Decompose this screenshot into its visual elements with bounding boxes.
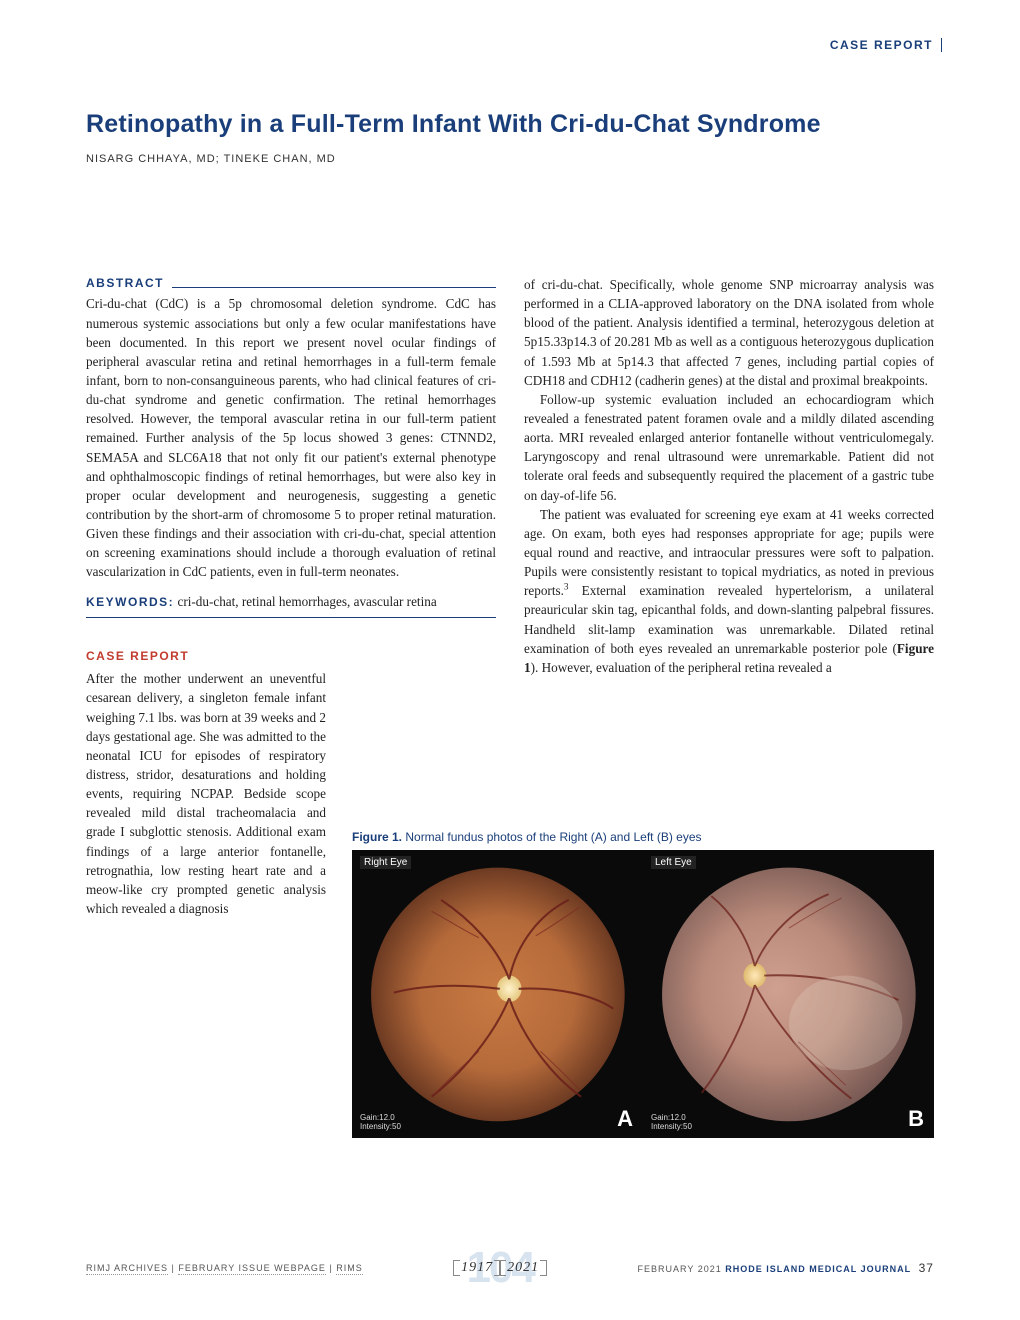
panel-a-eye-label: Right Eye bbox=[360, 856, 411, 869]
keywords-label: KEYWORDS: bbox=[86, 595, 174, 609]
footer-left: RIMJ ARCHIVES | FEBRUARY ISSUE WEBPAGE |… bbox=[86, 1263, 363, 1273]
right-col-p3b: External examination revealed hypertelor… bbox=[524, 583, 934, 655]
case-report-heading: CASE REPORT bbox=[86, 648, 496, 665]
figure-caption-text: Normal fundus photos of the Right (A) an… bbox=[402, 830, 701, 844]
case-report-text: After the mother underwent an uneventful… bbox=[86, 669, 326, 918]
abstract-text: Cri-du-chat (CdC) is a 5p chromosomal de… bbox=[86, 294, 496, 581]
footer-archives-link[interactable]: RIMJ ARCHIVES bbox=[86, 1263, 168, 1275]
right-col-para-2: Follow-up systemic evaluation included a… bbox=[524, 390, 934, 505]
panel-b-eye-label: Left Eye bbox=[651, 856, 696, 869]
abstract-rule bbox=[172, 287, 496, 288]
section-header-label: CASE REPORT bbox=[86, 38, 942, 52]
right-column: of cri-du-chat. Specifically, whole geno… bbox=[524, 275, 934, 918]
two-column-layout: ABSTRACT Cri-du-chat (CdC) is a 5p chrom… bbox=[86, 275, 934, 918]
figure-panel-b: Left Eye bbox=[643, 850, 934, 1138]
footer-years: 1917 2021 bbox=[457, 1260, 543, 1276]
footer-page-number: 37 bbox=[919, 1261, 934, 1275]
footer-issue-link[interactable]: FEBRUARY ISSUE WEBPAGE bbox=[178, 1263, 326, 1275]
footer-right: FEBRUARY 2021 RHODE ISLAND MEDICAL JOURN… bbox=[638, 1261, 934, 1275]
fundus-left-eye-svg bbox=[655, 862, 923, 1127]
footer-journal: RHODE ISLAND MEDICAL JOURNAL bbox=[725, 1264, 911, 1274]
footer-month: FEBRUARY 2021 bbox=[638, 1264, 722, 1274]
page-footer: RIMJ ARCHIVES | FEBRUARY ISSUE WEBPAGE |… bbox=[86, 1248, 934, 1288]
panel-b-gain-text: Gain:12.0Intensity:50 bbox=[651, 1113, 692, 1132]
right-col-para-1: of cri-du-chat. Specifically, whole geno… bbox=[524, 275, 934, 390]
footer-year-2021: 2021 bbox=[503, 1260, 543, 1276]
figure-caption: Figure 1. Normal fundus photos of the Ri… bbox=[352, 830, 934, 844]
figure-label: Figure 1. bbox=[352, 830, 402, 844]
right-col-para-3: The patient was evaluated for screening … bbox=[524, 505, 934, 677]
right-col-p3c: ). However, evaluation of the peripheral… bbox=[531, 660, 832, 675]
figure-block: Figure 1. Normal fundus photos of the Ri… bbox=[352, 830, 934, 1138]
footer-center-logo: 104 1917 2021 bbox=[440, 1248, 560, 1288]
figure-image: Right Eye bbox=[352, 850, 934, 1138]
left-column: ABSTRACT Cri-du-chat (CdC) is a 5p chrom… bbox=[86, 275, 496, 918]
footer-year-1917: 1917 bbox=[457, 1260, 497, 1276]
abstract-bottom-rule bbox=[86, 617, 496, 618]
figure-panel-a: Right Eye bbox=[352, 850, 643, 1138]
panel-b-letter: B bbox=[908, 1106, 924, 1132]
abstract-heading: ABSTRACT bbox=[86, 275, 164, 292]
panel-a-letter: A bbox=[617, 1106, 633, 1132]
keywords-text: cri-du-chat, retinal hemorrhages, avascu… bbox=[174, 594, 437, 609]
keywords-line: KEYWORDS: cri-du-chat, retinal hemorrhag… bbox=[86, 592, 496, 611]
article-title: Retinopathy in a Full-Term Infant With C… bbox=[86, 110, 934, 139]
footer-rims-link[interactable]: RIMS bbox=[336, 1263, 363, 1275]
article-authors: NISARG CHHAYA, MD; TINEKE CHAN, MD bbox=[86, 153, 934, 165]
panel-a-gain-text: Gain:12.0Intensity:50 bbox=[360, 1113, 401, 1132]
fundus-right-eye-svg bbox=[364, 862, 632, 1127]
